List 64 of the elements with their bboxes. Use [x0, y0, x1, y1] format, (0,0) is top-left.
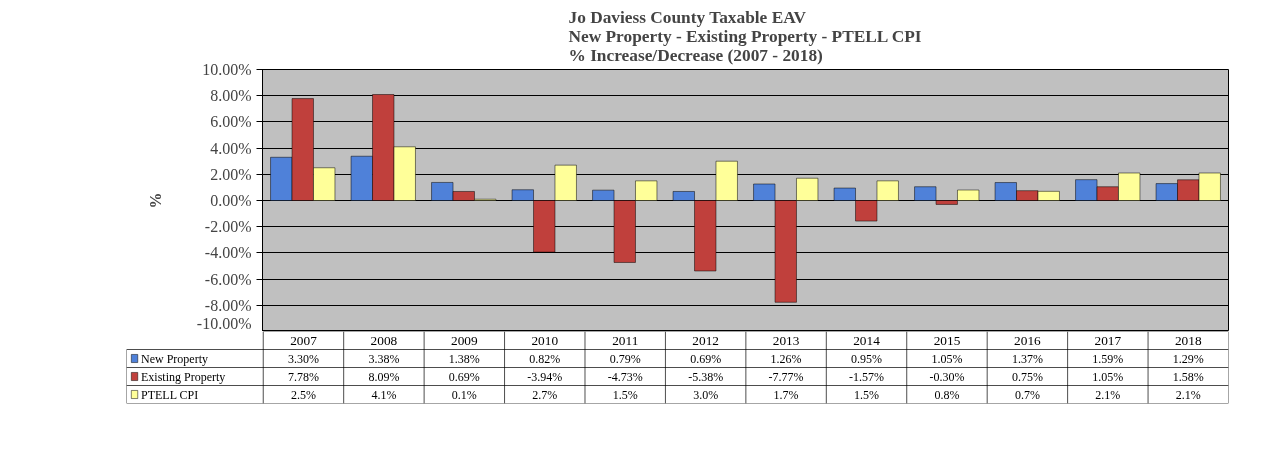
data-label: -4.73%	[607, 369, 643, 384]
x-tick-label: 2008	[370, 332, 398, 348]
x-tick-label: 2015	[933, 332, 961, 348]
data-label: 2.1%	[1095, 387, 1121, 402]
x-tick-label: 2016	[1014, 332, 1042, 348]
legend-label: New Property	[140, 351, 208, 366]
x-tick-label: 2013	[772, 332, 800, 348]
y-tick-label: -8.00%	[204, 296, 252, 314]
data-label: 0.82%	[529, 351, 561, 366]
data-label: 8.09%	[368, 369, 400, 384]
y-tick-label: 2.00%	[210, 165, 252, 183]
data-label: 1.7%	[773, 387, 799, 402]
y-tick-label: 10.00%	[202, 61, 252, 78]
data-label: 1.38%	[448, 351, 480, 366]
data-label: 0.8%	[934, 387, 960, 402]
y-tick-label: 4.00%	[210, 139, 252, 157]
x-tick-label: 2017	[1094, 332, 1122, 348]
y-tick-label: -4.00%	[204, 244, 252, 262]
y-tick-label: 8.00%	[210, 87, 252, 105]
chart-title: Jo Daviess County Taxable EAV New Property - Existing Property - PTELL CPI % Increase/Decrease (2007 - 2018)	[568, 7, 922, 65]
data-label: 1.5%	[854, 387, 880, 402]
data-label: -5.38%	[688, 369, 724, 384]
data-label: 0.7%	[1014, 387, 1040, 402]
y-tick-label: 0.00%	[210, 192, 252, 209]
legend-label: Existing Property	[140, 369, 226, 384]
data-label: 1.58%	[1172, 369, 1204, 384]
data-label: 0.69%	[448, 369, 480, 384]
y-axis-title: %	[146, 192, 164, 209]
data-label: 4.1%	[371, 387, 397, 402]
x-tick-label: 2009	[451, 332, 478, 348]
y-tick-label: -10.00%	[196, 314, 252, 332]
x-tick-label: 2012	[692, 332, 719, 348]
data-label: 1.05%	[931, 351, 963, 366]
data-label: 0.75%	[1011, 369, 1043, 384]
data-label: 1.59%	[1092, 351, 1124, 366]
data-label: 0.79%	[609, 351, 641, 366]
data-label: -1.57%	[849, 369, 885, 384]
y-tick-label: -2.00%	[204, 218, 252, 236]
data-label: 1.26%	[770, 351, 802, 366]
x-tick-label: 2014	[853, 332, 881, 348]
x-tick-label: 2007	[290, 332, 318, 348]
data-label: 1.37%	[1011, 351, 1043, 366]
x-tick-label: 2018	[1174, 332, 1202, 348]
data-label: 0.95%	[851, 351, 883, 366]
data-label: 2.5%	[290, 387, 316, 402]
data-label: 1.5%	[612, 387, 638, 402]
x-tick-label: 2011	[612, 332, 639, 348]
data-label: 0.69%	[690, 351, 722, 366]
data-label: 3.0%	[693, 387, 719, 402]
data-label: -0.30%	[929, 369, 965, 384]
data-label: 3.30%	[287, 351, 319, 366]
data-label: -3.94%	[527, 369, 563, 384]
legend-label: PTELL CPI	[140, 387, 199, 402]
y-tick-label: 6.00%	[210, 113, 252, 131]
data-label: 3.38%	[368, 351, 400, 366]
data-label: 1.05%	[1092, 369, 1124, 384]
data-label: 0.1%	[451, 387, 477, 402]
data-label: 2.7%	[532, 387, 558, 402]
data-label: 7.78%	[287, 369, 319, 384]
data-label: 2.1%	[1175, 387, 1201, 402]
y-tick-label: -6.00%	[204, 270, 252, 288]
data-label: -7.77%	[768, 369, 804, 384]
x-tick-label: 2010	[531, 332, 559, 348]
data-label: 1.29%	[1172, 351, 1204, 366]
